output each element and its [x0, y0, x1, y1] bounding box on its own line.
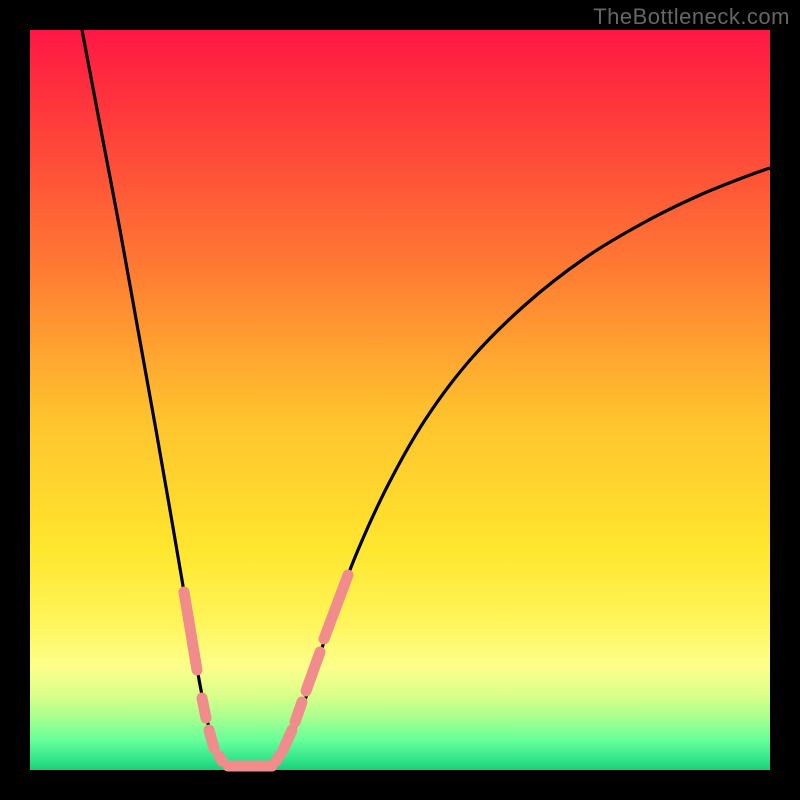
bottleneck-curve	[82, 30, 770, 769]
dash-segment	[219, 756, 222, 761]
dash-overlay-group	[184, 575, 348, 766]
watermark-text: TheBottleneck.com	[593, 4, 790, 30]
dash-segment	[276, 755, 280, 761]
dash-segment	[295, 702, 302, 722]
dash-segment	[202, 698, 206, 718]
curve-layer	[30, 30, 770, 770]
dash-segment	[184, 592, 197, 670]
dash-segment	[324, 575, 348, 639]
dash-segment	[209, 730, 214, 748]
dash-segment	[283, 730, 292, 750]
plot-area	[30, 30, 770, 770]
chart-canvas: TheBottleneck.com	[0, 0, 800, 800]
dash-segment	[306, 652, 320, 691]
